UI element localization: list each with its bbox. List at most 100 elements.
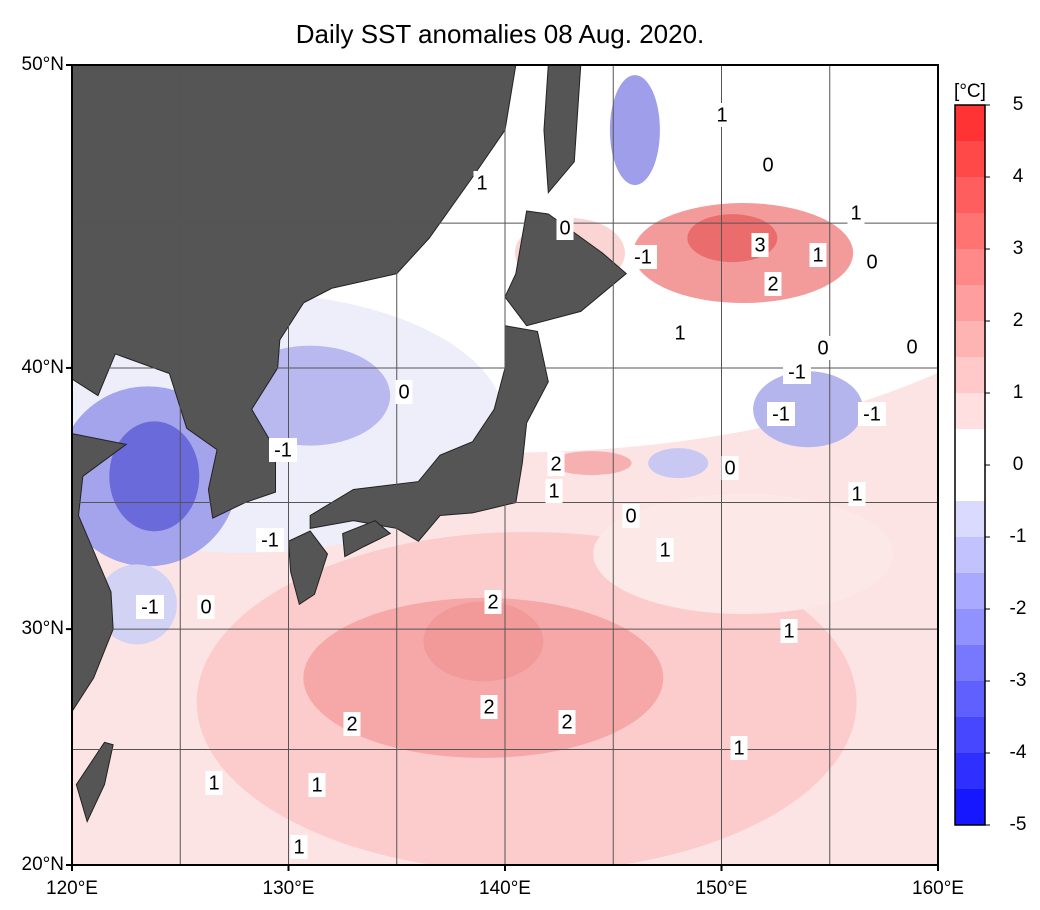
contour-label: 0 <box>906 336 917 358</box>
contour-label: 1 <box>812 244 823 266</box>
colorbar-cell <box>955 249 985 285</box>
contour-label: -1 <box>863 403 881 425</box>
contour-label-box <box>847 201 865 225</box>
contour-label-box <box>903 335 921 359</box>
contour-label-box <box>759 153 777 177</box>
contour-label: 0 <box>866 251 877 273</box>
lat-tick-label: 30°N <box>22 618 64 639</box>
contour-label-box <box>721 456 739 480</box>
lon-tick-label: 140°E <box>479 878 531 899</box>
lat-tick-label: 20°N <box>22 854 64 875</box>
title: Daily SST anomalies 08 Aug. 2020. <box>296 19 705 49</box>
colorbar-cell <box>955 321 985 357</box>
colorbar-tick-label: 0 <box>1013 454 1024 475</box>
contour-label-box <box>484 590 502 614</box>
contour-label-box <box>545 479 563 503</box>
contour-label: 2 <box>767 273 778 295</box>
contour-label: -1 <box>274 439 292 461</box>
anomaly-patch <box>753 371 864 448</box>
contour-label: 1 <box>674 322 685 344</box>
contour-label-box <box>783 360 811 384</box>
contour-label-box <box>556 216 574 240</box>
contour-label-box <box>751 233 769 257</box>
contour-label-box <box>629 245 657 269</box>
contour-label: -1 <box>261 529 279 551</box>
lon-tick-label: 150°E <box>696 878 748 899</box>
contour-label-box <box>863 250 881 274</box>
contour-label-box <box>558 710 576 734</box>
colorbar-cell <box>955 105 985 141</box>
anomaly-patch <box>423 601 544 682</box>
colorbar-cell <box>955 645 985 681</box>
contour-label: 1 <box>716 104 727 126</box>
lon-tick-label: 120°E <box>46 878 98 899</box>
colorbar-cell <box>955 285 985 321</box>
contour-label: 1 <box>659 539 670 561</box>
landmass <box>342 520 392 558</box>
colorbar-cell <box>955 213 985 249</box>
contour-label: -1 <box>772 403 790 425</box>
contour-label-box <box>848 482 866 506</box>
contour-label: 0 <box>762 154 773 176</box>
contour-label: -1 <box>634 246 652 268</box>
contour-label: 0 <box>724 457 735 479</box>
colorbar-cell <box>955 357 985 393</box>
contour-label-box <box>858 402 886 426</box>
contour-label-box <box>290 835 308 859</box>
contour-label-box <box>622 504 640 528</box>
contour-label-box <box>269 438 297 462</box>
contour-label-box <box>308 773 326 797</box>
contour-label: 1 <box>476 172 487 194</box>
land <box>72 65 628 823</box>
contour-label: 2 <box>346 713 357 735</box>
colorbar: -5 -4 -3 -2 -1 0 1 2 3 4 5 <box>954 94 1027 835</box>
contour-label: 1 <box>850 202 861 224</box>
anomaly-patch <box>593 494 894 615</box>
contour-label: 3 <box>754 234 765 256</box>
colorbar-cell <box>955 537 985 573</box>
contour-label-box <box>547 452 565 476</box>
colorbar-tick-label: 1 <box>1013 382 1024 403</box>
contour-label-box <box>205 771 223 795</box>
contour-label: 1 <box>548 480 559 502</box>
landmass <box>287 530 329 606</box>
contour-label-box <box>767 402 795 426</box>
contour-label-box <box>197 595 215 619</box>
colorbar-tick-label: -3 <box>1010 670 1027 691</box>
contour-label: 1 <box>293 836 304 858</box>
landmass <box>75 741 114 823</box>
colorbar-cell <box>955 717 985 753</box>
contour-label-box <box>343 712 361 736</box>
lon-tick-label: 130°E <box>263 878 315 899</box>
contour-label-box <box>480 695 498 719</box>
colorbar-cell <box>955 393 985 429</box>
contour-label-box <box>136 595 164 619</box>
contour-label-box <box>730 736 748 760</box>
colorbar-cell <box>955 681 985 717</box>
contour-label-box <box>395 380 413 404</box>
colorbar-cell <box>955 429 985 465</box>
contour-label: -1 <box>788 361 806 383</box>
contour-label-box <box>256 528 284 552</box>
contour-label-box <box>473 171 491 195</box>
contour-label: 2 <box>550 453 561 475</box>
lon-tick-label: 160°E <box>912 878 964 899</box>
colorbar-cell <box>955 573 985 609</box>
colorbar-tick-label: 5 <box>1013 94 1024 115</box>
anomaly-patch <box>609 75 660 186</box>
anomaly-patch <box>551 451 632 476</box>
contour-label: 1 <box>311 774 322 796</box>
contour-label: 0 <box>817 337 828 359</box>
colorbar-tick-label: 2 <box>1013 310 1024 331</box>
colorbar-tick-label: 4 <box>1013 166 1024 187</box>
contour-label-box <box>809 243 827 267</box>
colorbar-cell <box>955 609 985 645</box>
colorbar-tick-label: -1 <box>1010 526 1027 547</box>
map-frame <box>71 64 939 866</box>
contour-label: -1 <box>141 596 159 618</box>
colorbar-cell <box>955 753 985 789</box>
anomaly-patch <box>648 448 709 479</box>
colorbar-unit: [°C] <box>954 81 986 102</box>
contour-label: 1 <box>733 737 744 759</box>
contour-label: 0 <box>200 596 211 618</box>
